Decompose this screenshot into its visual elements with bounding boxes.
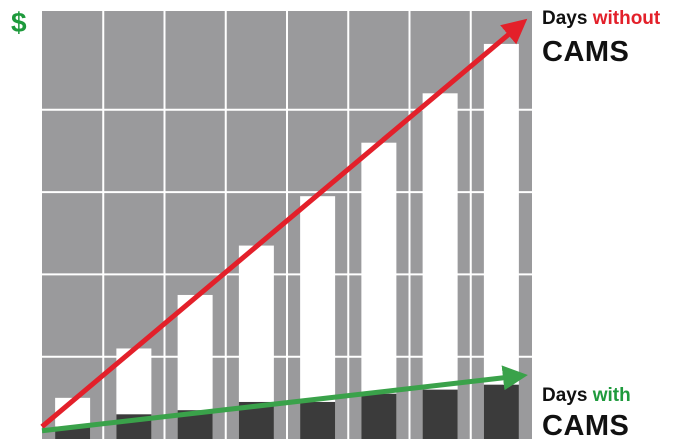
bar-days-with (300, 401, 336, 439)
trend-arrow-without (40, 18, 528, 429)
bar-days-with (361, 393, 397, 439)
label-days-with-prefix: Days (542, 385, 593, 406)
label-days-with: Days with (542, 386, 631, 405)
label-without-highlight: without (592, 8, 661, 29)
label-with-highlight: with (592, 385, 631, 406)
bar-days-with (483, 384, 519, 439)
label-cams-with: CAMS (542, 410, 630, 442)
trend-arrow-with (41, 365, 528, 434)
label-days-without-prefix: Days (542, 8, 593, 29)
label-days-without: Days without (542, 9, 660, 28)
currency-axis-label: $ (11, 7, 27, 38)
label-cams-without: CAMS (542, 36, 630, 68)
bar-days-with (422, 389, 458, 439)
